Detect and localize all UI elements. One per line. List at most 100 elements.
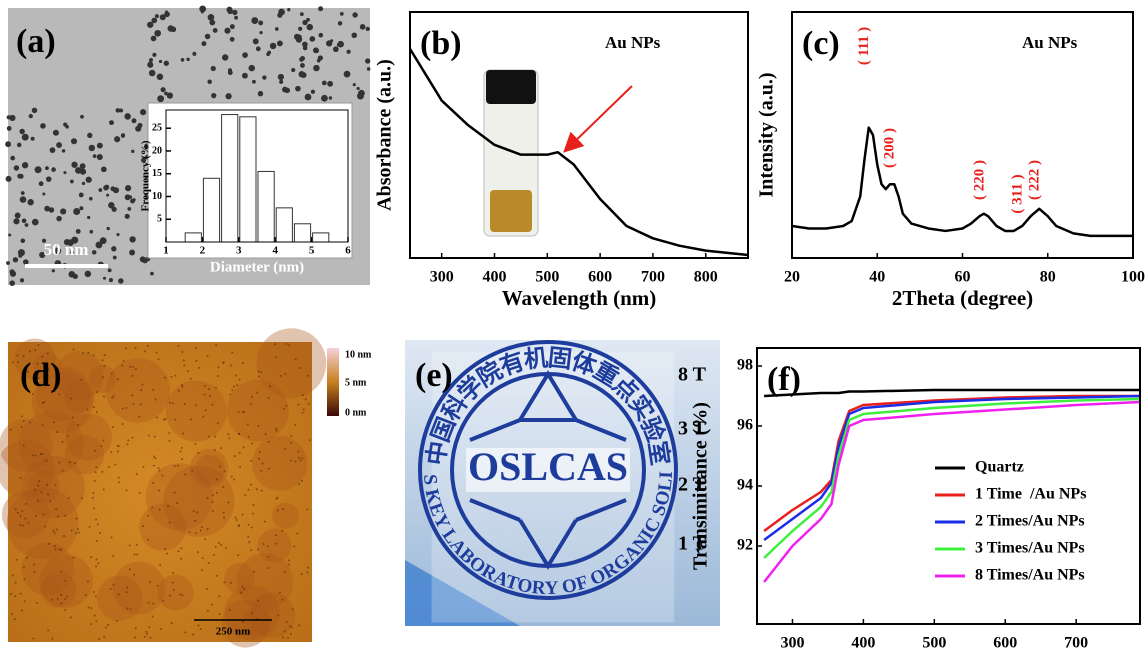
data-line	[763, 394, 1140, 533]
afm-pit	[239, 465, 242, 468]
afm-pit	[283, 571, 286, 574]
afm-pit	[19, 523, 22, 526]
afm-pit	[258, 451, 261, 454]
particle	[257, 90, 264, 97]
afm-pit	[133, 636, 136, 639]
afm-pit	[208, 388, 211, 391]
afm-pit	[174, 374, 177, 377]
afm-pit	[77, 423, 80, 426]
afm-pit	[181, 350, 184, 353]
afm-pit	[196, 511, 199, 514]
afm-pit	[250, 549, 253, 552]
logo-band	[466, 448, 630, 492]
afm-pit	[249, 483, 252, 486]
afm-pit	[252, 504, 255, 507]
x-tick-label: 700	[1064, 635, 1088, 650]
afm-pit	[60, 548, 63, 551]
afm-pit	[157, 358, 160, 361]
afm-pit	[241, 513, 244, 516]
afm-pit	[110, 451, 113, 454]
particle	[129, 249, 136, 256]
afm-pit	[243, 588, 246, 591]
afm-pit	[98, 637, 101, 640]
afm-blob	[1, 490, 50, 539]
x-tick-label: 6	[345, 245, 351, 257]
afm-pit	[151, 615, 154, 618]
particle	[10, 155, 16, 161]
legend-label: 3 Times/Au NPs	[975, 540, 1085, 557]
particle	[21, 218, 27, 224]
layer-label: 2 T	[678, 474, 707, 496]
particle	[80, 114, 84, 119]
afm-pit	[86, 580, 89, 583]
particle	[166, 92, 174, 99]
afm-pit	[139, 403, 142, 406]
afm-pit	[96, 523, 99, 526]
afm-pit	[13, 618, 16, 621]
particle	[232, 9, 238, 16]
afm-pit	[192, 510, 195, 513]
afm-pit	[181, 432, 184, 435]
afm-pit	[95, 466, 98, 469]
particle	[45, 176, 52, 182]
particle	[13, 165, 20, 171]
x-tick-label: 300	[430, 269, 454, 286]
afm-pit	[26, 370, 29, 373]
particle	[28, 114, 33, 119]
afm-pit	[69, 461, 72, 464]
afm-pit	[279, 374, 282, 377]
afm-pit	[156, 584, 159, 587]
particle	[79, 163, 86, 170]
afm-pit	[275, 534, 278, 537]
panel-title: Au NPs	[605, 33, 661, 52]
afm-blob	[14, 338, 56, 380]
afm-pit	[126, 586, 129, 589]
afm-pit	[257, 370, 260, 373]
particle	[19, 196, 27, 203]
axes-frame	[791, 11, 1134, 259]
afm-pit	[54, 548, 57, 551]
particle	[124, 113, 131, 120]
particle	[13, 218, 20, 225]
peak-label: ( 111 )	[856, 27, 872, 65]
afm-blob	[40, 571, 77, 608]
afm-pit	[232, 385, 235, 388]
y-tick-label: 94	[737, 477, 753, 494]
particle	[48, 207, 55, 213]
afm-pit	[298, 367, 301, 370]
afm-pit	[222, 516, 225, 519]
afm-pit	[187, 370, 190, 373]
afm-pit	[275, 429, 278, 432]
particle	[279, 79, 284, 84]
afm-pit	[220, 543, 223, 546]
afm-pit	[94, 471, 97, 474]
particle	[251, 17, 259, 25]
afm-pit	[116, 378, 119, 381]
particle	[63, 171, 67, 175]
particle	[186, 57, 190, 62]
afm-pit	[238, 378, 241, 381]
afm-pit	[267, 566, 270, 569]
afm-pit	[37, 484, 40, 487]
afm-pit	[159, 628, 162, 631]
solution	[490, 190, 532, 232]
afm-pit	[249, 402, 252, 405]
afm-pit	[33, 570, 36, 573]
afm-pit	[222, 485, 225, 488]
particle	[147, 61, 154, 68]
particle	[87, 132, 93, 139]
afm-pit	[215, 478, 218, 481]
afm-pit	[58, 461, 61, 464]
afm-pit	[41, 424, 44, 427]
afm-pit	[152, 464, 155, 467]
afm-pit	[86, 408, 89, 411]
afm-pit	[247, 435, 250, 438]
particle	[14, 212, 21, 219]
afm-pit	[103, 354, 106, 357]
x-axis-label: 2Theta (degree)	[892, 286, 1033, 310]
afm-pit	[134, 368, 137, 371]
afm-pit	[102, 488, 105, 491]
particle	[278, 8, 285, 16]
afm-pit	[227, 433, 230, 436]
afm-pit	[60, 593, 63, 596]
